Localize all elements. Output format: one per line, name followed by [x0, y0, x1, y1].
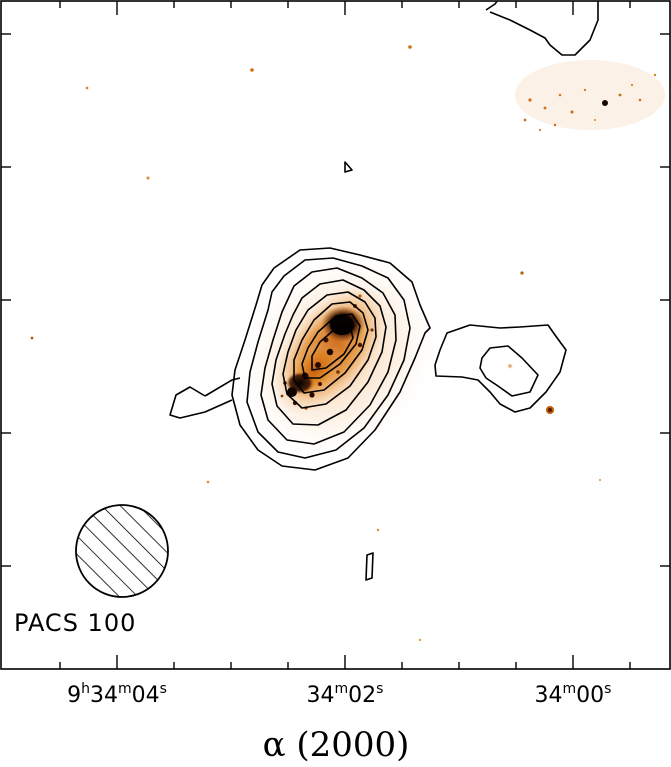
x-tick-label-2: 34m02s — [307, 681, 384, 708]
flux-contours — [169, 1, 599, 581]
plot-area: PACS 100 — [1, 1, 670, 669]
x-axis-title: α (2000) — [263, 725, 410, 765]
point-sources — [30, 45, 601, 642]
x-ticks — [59, 1, 631, 669]
plot-frame — [0, 0, 671, 670]
y-ticks — [1, 33, 670, 567]
x-tick-label-3: 34m00s — [535, 681, 612, 708]
beam-ellipse — [75, 504, 169, 598]
beam-label: PACS 100 — [14, 609, 136, 637]
top-right-emission — [515, 60, 665, 132]
x-tick-label-1: 9h34m04s — [67, 681, 167, 708]
